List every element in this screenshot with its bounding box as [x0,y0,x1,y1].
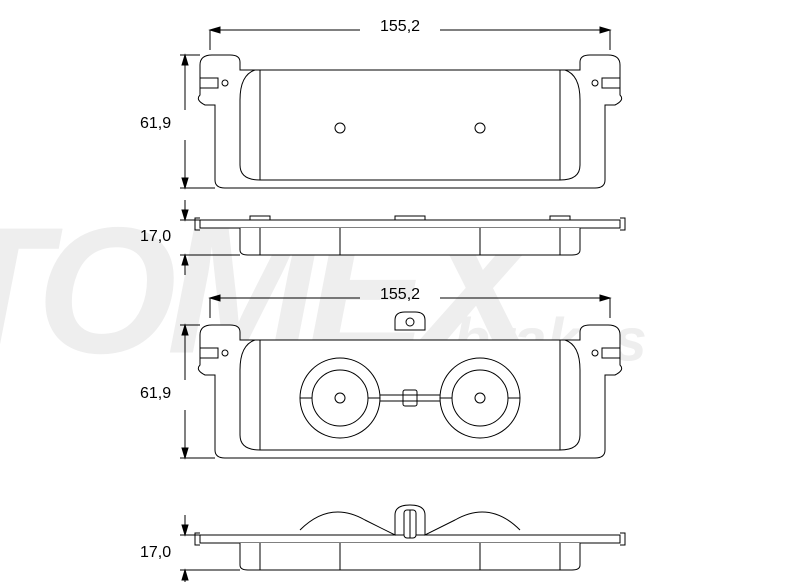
dim-top-thickness [180,200,240,275]
inner-pad-top-view [195,505,625,570]
outer-pad-top-view [195,216,625,255]
label-bottom-height: 61,9 [140,385,171,403]
dim-bottom-thickness [180,515,240,582]
inner-pad-front-view [198,312,621,458]
label-bottom-thick: 17,0 [140,544,171,562]
label-top-thick: 17,0 [140,228,171,246]
label-bottom-width: 155,2 [380,286,420,304]
label-top-height: 61,9 [140,115,171,133]
label-top-width: 155,2 [380,18,420,36]
outer-pad-front-view [198,55,621,188]
